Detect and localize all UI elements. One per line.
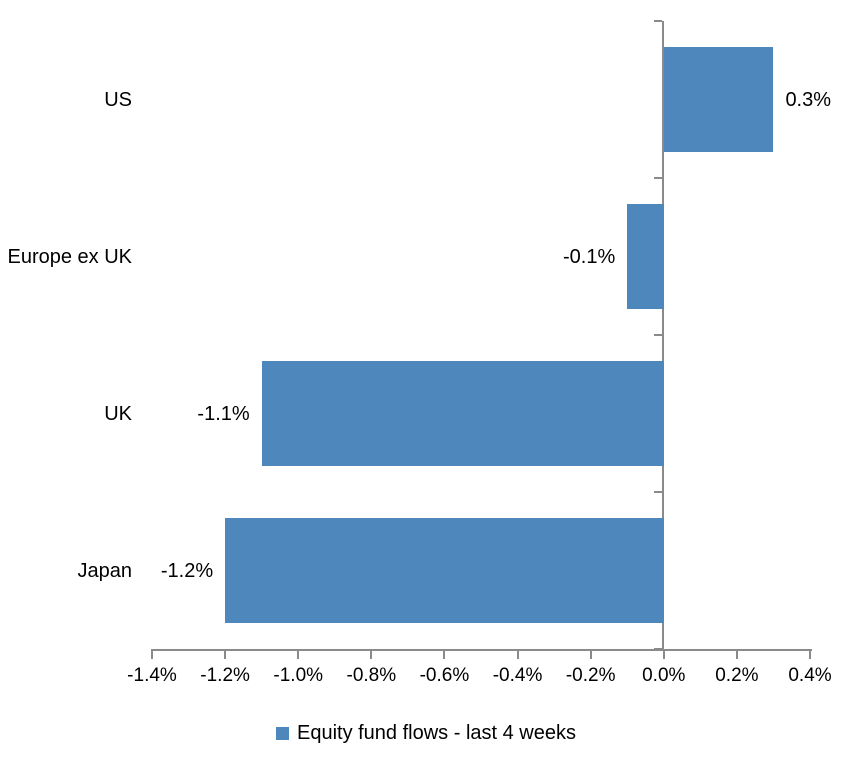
- x-axis-tick-label: -0.4%: [492, 665, 543, 686]
- y-axis-line: [661, 21, 664, 651]
- x-axis-tick: [151, 649, 153, 659]
- x-axis-tick-label: -1.4%: [127, 665, 177, 686]
- x-axis-tick-label: -0.2%: [565, 665, 616, 686]
- legend: Equity fund flows - last 4 weeks: [0, 718, 852, 748]
- x-axis-tick: [370, 649, 373, 659]
- x-axis-tick: [589, 649, 592, 659]
- x-axis-line: [152, 649, 812, 651]
- x-axis-tick: [443, 649, 446, 659]
- y-axis-tick: [653, 491, 662, 493]
- category-label-europe-ex-uk: Europe ex UK: [7, 245, 132, 268]
- x-axis-tick: [516, 649, 519, 659]
- value-label-us: 0.3%: [785, 88, 832, 111]
- x-axis-tick-label: 0.4%: [788, 665, 832, 686]
- x-axis-tick-label: -0.8%: [346, 665, 397, 686]
- x-axis-tick: [809, 649, 811, 659]
- y-axis-tick: [653, 177, 662, 179]
- y-axis-tick: [653, 20, 662, 22]
- x-axis-tick: [224, 649, 227, 659]
- y-axis-tick: [653, 334, 662, 336]
- legend-swatch-icon: [275, 726, 289, 740]
- category-label-uk: UK: [104, 402, 132, 425]
- bar-uk: [261, 361, 664, 466]
- x-axis-tick-label: 0.2%: [715, 665, 759, 686]
- x-axis-tick-label: 0.0%: [642, 665, 686, 686]
- value-label-japan: -1.2%: [160, 559, 214, 582]
- x-axis-tick: [662, 649, 665, 659]
- category-label-japan: Japan: [77, 559, 133, 582]
- category-label-us: US: [104, 88, 132, 111]
- x-axis-tick-label: -1.0%: [273, 665, 324, 686]
- x-axis-tick: [297, 649, 300, 659]
- x-axis-tick-label: -1.2%: [200, 665, 250, 686]
- x-axis-tick: [735, 649, 738, 659]
- x-axis-tick-label: -0.6%: [419, 665, 470, 686]
- bar-us: [663, 47, 774, 152]
- value-label-uk: -1.1%: [197, 402, 250, 425]
- bar-europe-ex-uk: [627, 204, 664, 309]
- value-label-europe-ex-uk: -0.1%: [562, 245, 616, 268]
- bar-japan: [225, 518, 664, 623]
- legend-series-label: Equity fund flows - last 4 weeks: [296, 721, 576, 744]
